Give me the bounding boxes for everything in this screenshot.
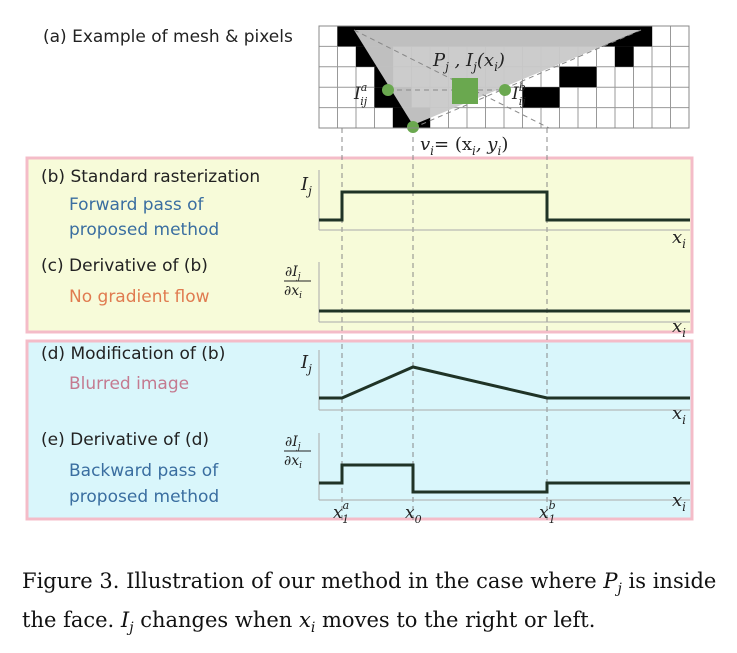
covered-pixel — [578, 66, 597, 88]
mesh-triangle — [354, 30, 641, 125]
signal-e — [319, 463, 690, 494]
signal-d — [319, 365, 690, 400]
y-label-c: ∂Ij ∂xi — [284, 264, 311, 301]
panel-a-title: (a) Example of mesh & pixels — [43, 27, 293, 47]
panel-e-subtitle-1: Backward pass of — [69, 461, 219, 481]
point-ib — [499, 84, 511, 96]
point-ia — [382, 84, 394, 96]
x-label-c: xi — [672, 316, 686, 340]
panel-d-subtitle: Blurred image — [69, 374, 189, 394]
x-label-e: xi — [672, 490, 686, 514]
vertex-vi — [407, 121, 419, 133]
covered-pixel — [541, 87, 560, 108]
covered-pixel — [633, 26, 652, 47]
grid-border — [318, 25, 690, 129]
panel-e-subtitle-2: proposed method — [69, 487, 219, 507]
svg-text:∂xi: ∂xi — [284, 453, 302, 471]
panel-c-subtitle: No gradient flow — [69, 287, 210, 307]
panel-b-subtitle-2: proposed method — [69, 220, 219, 240]
svg-text:∂xi: ∂xi — [284, 283, 302, 301]
panel-b-subtitle-1: Forward pass of — [69, 195, 204, 215]
panel-b-title: (b) Standard rasterization — [41, 167, 260, 187]
svg-text:∂Ij: ∂Ij — [285, 434, 301, 452]
covered-pixel — [522, 87, 541, 108]
svg-text:∂Ij: ∂Ij — [285, 264, 301, 282]
signal-b — [319, 190, 690, 222]
x-label-d: xi — [672, 403, 686, 427]
tick-x1a: xa 1 — [333, 499, 349, 526]
figure-caption: Figure 3. Illustration of our method in … — [22, 569, 717, 637]
pj-label: Pj , Ij(xi) — [432, 50, 505, 74]
pixel-pj — [452, 78, 478, 104]
axes — [318, 170, 690, 501]
x-label-b: xi — [672, 227, 686, 251]
vertex-label: vi= (xi, yi) — [420, 134, 508, 158]
covered-pixel — [559, 66, 578, 88]
y-label-b: Ij — [300, 174, 312, 198]
ia-label: Ia ij — [353, 81, 368, 108]
panel-e-title: (e) Derivative of (d) — [41, 430, 209, 450]
panel-d-title: (d) Modification of (b) — [41, 344, 225, 364]
panel-bc-background — [25, 156, 694, 334]
panel-c-title: (c) Derivative of (b) — [41, 256, 208, 276]
ib-label: Ib ij — [511, 81, 526, 108]
covered-pixel — [615, 46, 634, 67]
covered-pixel — [337, 26, 356, 47]
y-label-e: ∂Ij ∂xi — [284, 434, 311, 471]
panel-de-background — [25, 339, 694, 521]
tick-x1b: xb 1 — [539, 499, 556, 526]
tick-x0: x0 — [405, 503, 422, 526]
y-label-d: Ij — [300, 352, 312, 376]
signals — [319, 190, 690, 494]
